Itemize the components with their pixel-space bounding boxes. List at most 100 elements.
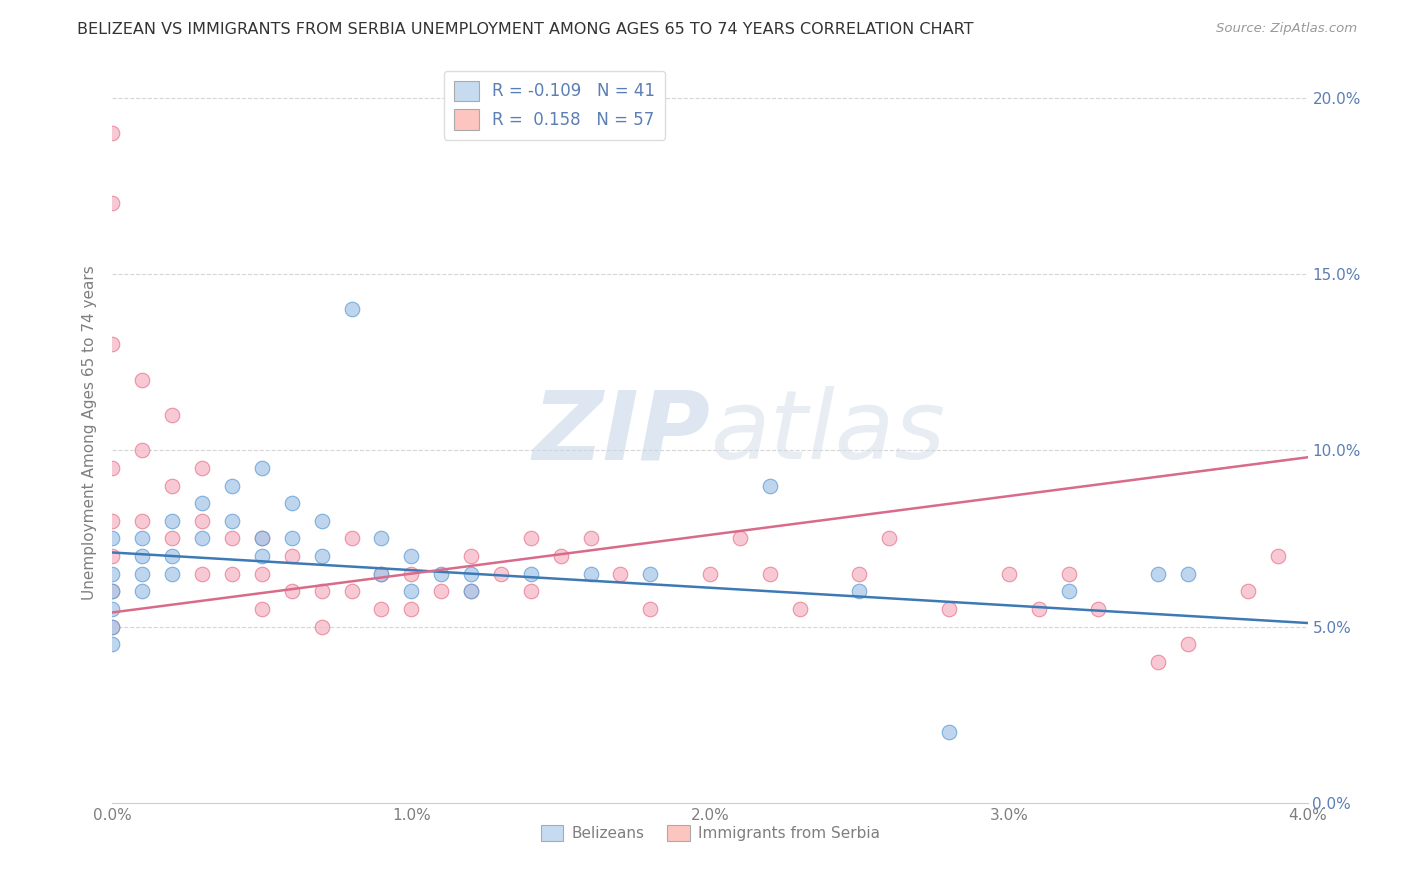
Point (250, 461, 273, 475)
Point (191, 532, 214, 546)
Point (430, 566, 453, 581)
Point (1177, 566, 1199, 581)
Point (101, 619, 124, 633)
Point (401, 602, 423, 616)
Point (998, 566, 1021, 581)
Text: atlas: atlas (710, 386, 945, 479)
Point (520, 532, 543, 546)
Text: BELIZEAN VS IMMIGRANTS FROM SERBIA UNEMPLOYMENT AMONG AGES 65 TO 74 YEARS CORREL: BELIZEAN VS IMMIGRANTS FROM SERBIA UNEMP… (77, 22, 974, 37)
Point (401, 549, 423, 563)
Point (281, 549, 304, 563)
Point (281, 532, 304, 546)
Point (340, 532, 363, 546)
Point (131, 549, 153, 563)
Point (131, 566, 153, 581)
Point (370, 602, 392, 616)
Point (101, 637, 124, 651)
Text: ZIP: ZIP (531, 386, 710, 479)
Point (848, 584, 870, 599)
Point (250, 532, 273, 546)
Point (579, 532, 602, 546)
Point (848, 566, 870, 581)
Point (101, 584, 124, 599)
Point (311, 584, 333, 599)
Point (460, 584, 482, 599)
Point (311, 514, 333, 528)
Point (281, 496, 304, 510)
Point (699, 566, 721, 581)
Point (640, 602, 662, 616)
Point (938, 602, 960, 616)
Point (520, 584, 543, 599)
Point (162, 566, 183, 581)
Legend: Belizeans, Immigrants from Serbia: Belizeans, Immigrants from Serbia (534, 819, 886, 847)
Point (311, 549, 333, 563)
Point (460, 566, 482, 581)
Point (1028, 602, 1050, 616)
Point (1177, 637, 1199, 651)
Point (250, 566, 273, 581)
Point (131, 443, 153, 458)
Point (460, 549, 482, 563)
Point (489, 566, 512, 581)
Point (281, 584, 304, 599)
Point (101, 196, 124, 211)
Point (250, 532, 273, 546)
Point (101, 566, 124, 581)
Point (191, 514, 214, 528)
Point (250, 549, 273, 563)
Point (938, 725, 960, 739)
Point (191, 566, 214, 581)
Point (162, 549, 183, 563)
Point (221, 514, 243, 528)
Point (579, 566, 602, 581)
Point (131, 373, 153, 387)
Point (340, 584, 363, 599)
Point (550, 549, 572, 563)
Point (311, 619, 333, 633)
Point (101, 619, 124, 633)
Point (162, 514, 183, 528)
Point (191, 461, 214, 475)
Point (370, 532, 392, 546)
Point (430, 584, 453, 599)
Point (728, 532, 751, 546)
Point (221, 478, 243, 492)
Point (401, 566, 423, 581)
Point (101, 126, 124, 140)
Point (131, 584, 153, 599)
Point (759, 478, 782, 492)
Point (250, 602, 273, 616)
Point (1147, 566, 1170, 581)
Point (162, 478, 183, 492)
Point (877, 532, 901, 546)
Point (340, 302, 363, 317)
Point (221, 566, 243, 581)
Point (101, 514, 124, 528)
Point (401, 584, 423, 599)
Point (759, 566, 782, 581)
Point (101, 532, 124, 546)
Point (101, 584, 124, 599)
Y-axis label: Unemployment Among Ages 65 to 74 years: Unemployment Among Ages 65 to 74 years (82, 265, 97, 600)
Point (609, 566, 631, 581)
Point (1147, 655, 1170, 669)
Point (789, 602, 811, 616)
Point (1057, 584, 1080, 599)
Point (1087, 602, 1109, 616)
Point (101, 337, 124, 351)
Point (640, 566, 662, 581)
Point (101, 461, 124, 475)
Point (162, 532, 183, 546)
Point (191, 496, 214, 510)
Point (1057, 566, 1080, 581)
Point (460, 584, 482, 599)
Point (370, 566, 392, 581)
Point (520, 566, 543, 581)
Point (131, 514, 153, 528)
Point (1267, 549, 1289, 563)
Point (101, 602, 124, 616)
Point (1237, 584, 1260, 599)
Point (101, 549, 124, 563)
Text: Source: ZipAtlas.com: Source: ZipAtlas.com (1216, 22, 1357, 36)
